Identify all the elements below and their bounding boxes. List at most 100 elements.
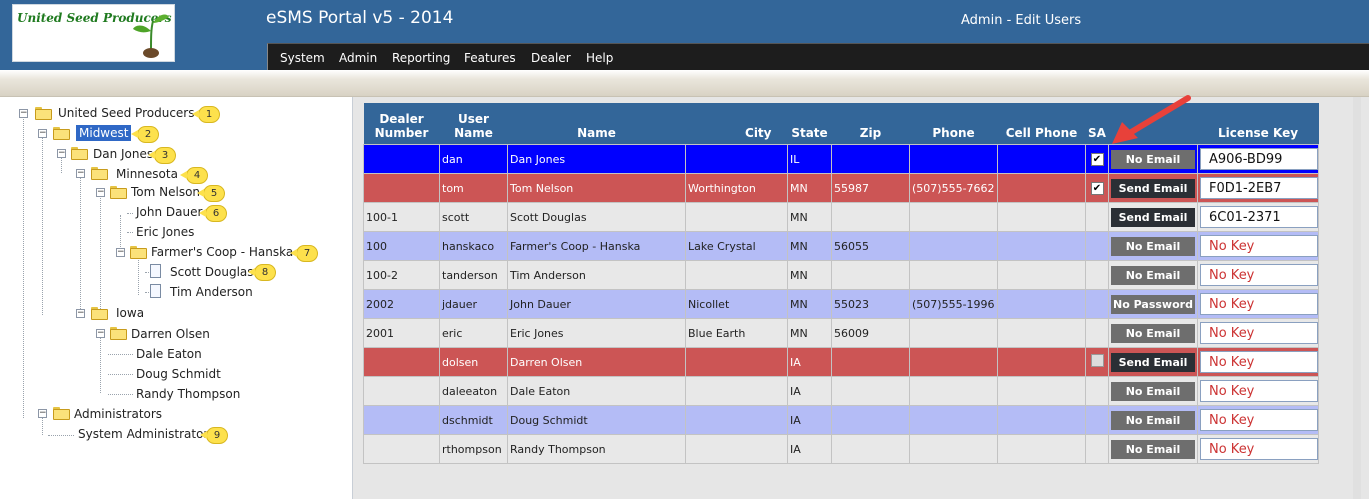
cell-city: Worthington bbox=[685, 173, 788, 203]
no-password-button[interactable]: No Password bbox=[1111, 294, 1195, 314]
table-row[interactable]: 100-2 tanderson Tim Anderson MN No Email No K… bbox=[363, 260, 1319, 290]
license-key-field[interactable]: No Key bbox=[1200, 438, 1318, 460]
tree-node-eric-jones[interactable]: Eric Jones bbox=[136, 225, 195, 239]
tree-node-system-administrator[interactable]: System Administrator bbox=[78, 427, 209, 441]
tree-node-midwest[interactable]: Midwest bbox=[76, 125, 132, 141]
no-email-button[interactable]: No Email bbox=[1111, 236, 1195, 256]
cell-license-key: No Key bbox=[1197, 376, 1319, 406]
cell-name: Scott Douglas bbox=[507, 202, 686, 232]
no-email-button[interactable]: No Email bbox=[1111, 265, 1195, 285]
cell-action: No Email bbox=[1108, 434, 1198, 464]
license-key-field[interactable]: No Key bbox=[1200, 409, 1318, 431]
license-key-field[interactable]: A906-BD99 bbox=[1200, 148, 1318, 170]
send-email-button[interactable]: Send Email bbox=[1111, 207, 1195, 227]
callout-badge-6: 6 bbox=[199, 205, 227, 222]
col-user-name[interactable]: User Name bbox=[439, 103, 508, 145]
tree-node-dan-jones[interactable]: Dan Jones bbox=[93, 147, 154, 161]
menu-reporting[interactable]: Reporting bbox=[392, 51, 451, 65]
license-key-field[interactable]: F0D1-2EB7 bbox=[1200, 177, 1318, 199]
callout-badge-3: 3 bbox=[148, 147, 176, 164]
sa-checkbox[interactable]: ✔ bbox=[1090, 153, 1104, 166]
license-key-field[interactable]: No Key bbox=[1200, 380, 1318, 402]
cell-state: IA bbox=[787, 434, 832, 464]
col-name[interactable]: Name bbox=[507, 103, 686, 145]
table-row[interactable]: 2001 eric Eric Jones Blue Earth MN 56009 No Em… bbox=[363, 318, 1319, 348]
no-email-button[interactable]: No Email bbox=[1111, 149, 1195, 169]
table-row[interactable]: daleeaton Dale Eaton IA No Email No Key bbox=[363, 376, 1319, 406]
tree-node-iowa[interactable]: Iowa bbox=[116, 306, 145, 320]
col-state[interactable]: State bbox=[787, 103, 832, 145]
tree-toggle-administrators[interactable]: − bbox=[38, 408, 47, 418]
table-row[interactable]: 100-1 scott Scott Douglas MN Send Email 6C01-… bbox=[363, 202, 1319, 232]
tree-toggle-root[interactable]: − bbox=[19, 108, 28, 118]
tree-node-dale-eaton[interactable]: Dale Eaton bbox=[136, 347, 202, 361]
no-email-button[interactable]: No Email bbox=[1111, 381, 1195, 401]
col-license-key[interactable]: License Key bbox=[1197, 103, 1319, 145]
folder-icon bbox=[53, 127, 70, 140]
license-key-field[interactable]: No Key bbox=[1200, 293, 1318, 315]
tree-node-darren-olsen[interactable]: Darren Olsen bbox=[131, 327, 210, 341]
cell-user-name: dan bbox=[439, 144, 508, 174]
tree-toggle-farmers-coop[interactable]: − bbox=[116, 247, 125, 257]
col-dealer-number[interactable]: Dealer Number bbox=[363, 103, 440, 145]
table-row[interactable]: 2002 jdauer John Dauer Nicollet MN 55023 (507)… bbox=[363, 289, 1319, 319]
company-logo[interactable]: United Seed Producers bbox=[12, 4, 175, 62]
menu-admin[interactable]: Admin bbox=[339, 51, 378, 65]
tree-toggle-darren-olsen[interactable]: − bbox=[96, 328, 105, 338]
table-row[interactable]: tom Tom Nelson Worthington MN 55987 (507)555-… bbox=[363, 173, 1319, 203]
tree-node-scott-douglas[interactable]: Scott Douglas bbox=[170, 265, 254, 279]
menu-system[interactable]: System bbox=[280, 51, 325, 65]
tree-toggle-dan-jones[interactable]: − bbox=[57, 148, 66, 158]
tree-node-tom-nelson[interactable]: Tom Nelson bbox=[131, 185, 201, 199]
tree-node-farmers-coop[interactable]: Farmer's Coop - Hanska bbox=[151, 245, 294, 259]
col-phone[interactable]: Phone bbox=[909, 103, 998, 145]
cell-action: No Email bbox=[1108, 318, 1198, 348]
no-email-button[interactable]: No Email bbox=[1111, 410, 1195, 430]
cell-cell-phone bbox=[997, 173, 1086, 203]
tree-node-john-dauer[interactable]: John Dauer bbox=[136, 205, 203, 219]
cell-name: Darren Olsen bbox=[507, 347, 686, 377]
cell-action: No Email bbox=[1108, 405, 1198, 435]
callout-badge-1: 1 bbox=[192, 106, 220, 123]
tree-node-randy-thompson[interactable]: Randy Thompson bbox=[136, 387, 241, 401]
tree-toggle-minnesota[interactable]: − bbox=[76, 168, 85, 178]
license-key-field[interactable]: 6C01-2371 bbox=[1200, 206, 1318, 228]
license-key-field[interactable]: No Key bbox=[1200, 351, 1318, 373]
table-row[interactable]: dschmidt Doug Schmidt IA No Email No Key bbox=[363, 405, 1319, 435]
menu-features[interactable]: Features bbox=[464, 51, 516, 65]
col-sa[interactable]: SA bbox=[1085, 103, 1109, 145]
license-key-field[interactable]: No Key bbox=[1200, 235, 1318, 257]
cell-zip bbox=[831, 260, 910, 290]
cell-dealer-number bbox=[363, 376, 440, 406]
tree-node-doug-schmidt[interactable]: Doug Schmidt bbox=[136, 367, 221, 381]
table-row[interactable]: dan Dan Jones IL ✔ No Email A906-BD99 bbox=[363, 144, 1319, 174]
tree-toggle-tom-nelson[interactable]: − bbox=[96, 187, 105, 197]
send-email-button[interactable]: Send Email bbox=[1111, 178, 1195, 198]
license-key-field[interactable]: No Key bbox=[1200, 264, 1318, 286]
tree-toggle-iowa[interactable]: − bbox=[76, 308, 85, 318]
no-email-button[interactable]: No Email bbox=[1111, 439, 1195, 459]
tree-toggle-midwest[interactable]: − bbox=[38, 128, 47, 138]
folder-icon bbox=[110, 327, 127, 340]
col-cell-phone[interactable]: Cell Phone bbox=[997, 103, 1086, 145]
tree-node-minnesota[interactable]: Minnesota bbox=[116, 167, 178, 181]
table-row[interactable]: dolsen Darren Olsen IA Send Email No Key bbox=[363, 347, 1319, 377]
cell-user-name: hanskaco bbox=[439, 231, 508, 261]
panel-scrollbar[interactable] bbox=[1353, 97, 1361, 499]
col-city[interactable]: City bbox=[685, 103, 788, 145]
menu-help[interactable]: Help bbox=[586, 51, 614, 65]
menu-dealer[interactable]: Dealer bbox=[531, 51, 571, 65]
send-email-button[interactable]: Send Email bbox=[1111, 352, 1195, 372]
cell-user-name: jdauer bbox=[439, 289, 508, 319]
no-email-button[interactable]: No Email bbox=[1111, 323, 1195, 343]
table-row[interactable]: 100 hanskaco Farmer's Coop - Hanska Lake Cr… bbox=[363, 231, 1319, 261]
table-row[interactable]: rthompson Randy Thompson IA No Email No Key bbox=[363, 434, 1319, 464]
cell-state: MN bbox=[787, 260, 832, 290]
col-zip[interactable]: Zip bbox=[831, 103, 910, 145]
tree-node-united-seed-producers[interactable]: United Seed Producers bbox=[58, 106, 195, 120]
sa-checkbox[interactable]: ✔ bbox=[1090, 182, 1104, 195]
tree-node-tim-anderson[interactable]: Tim Anderson bbox=[170, 285, 253, 299]
license-key-field[interactable]: No Key bbox=[1200, 322, 1318, 344]
tree-node-administrators[interactable]: Administrators bbox=[74, 407, 163, 421]
sa-checkbox[interactable] bbox=[1090, 354, 1104, 367]
